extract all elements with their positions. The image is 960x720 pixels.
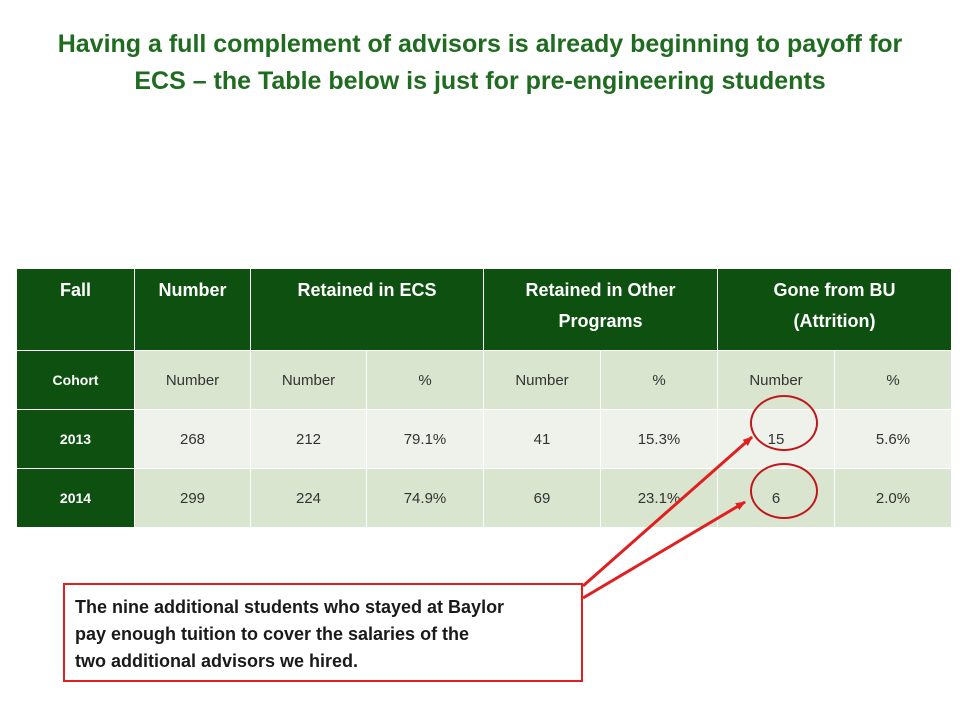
subheader-cell: Cohort [16, 350, 135, 410]
retention-table: Fall Number Retained in ECS Retained in … [16, 268, 953, 528]
table-cell: 69 [483, 468, 601, 528]
subheader-cell: Number [483, 350, 601, 410]
table-cell: 74.9% [366, 468, 484, 528]
table-row: 2013 268 212 79.1% 41 15.3% 15 5.6% [16, 409, 953, 469]
table-cell: 79.1% [366, 409, 484, 469]
callout-line-1: The nine additional students who stayed … [75, 597, 505, 617]
table-cell: 299 [134, 468, 251, 528]
table-header-row: Fall Number Retained in ECS Retained in … [16, 268, 953, 351]
header-number: Number [134, 268, 251, 351]
table-subheader-row: Cohort Number Number % Number % Number % [16, 350, 953, 410]
header-fall: Fall [16, 268, 135, 351]
highlight-circle-2014 [750, 463, 818, 519]
subheader-cell: % [366, 350, 484, 410]
table-cell: 268 [134, 409, 251, 469]
header-retained-other-line-1: Retained in Other [525, 280, 676, 300]
table-cell: 15.3% [600, 409, 718, 469]
subheader-cell: % [833, 350, 953, 410]
slide-title-line-2: ECS – the Table below is just for pre-en… [134, 67, 826, 95]
header-retained-other: Retained in Other Programs [483, 268, 718, 351]
highlight-circle-2013 [750, 395, 818, 451]
table-cell: 2.0% [833, 468, 953, 528]
slide-title-line-1: Having a full complement of advisors is … [57, 30, 903, 58]
subheader-cell: Number [134, 350, 251, 410]
header-retained-other-line-2: Programs [558, 311, 643, 331]
header-retained-ecs: Retained in ECS [250, 268, 484, 351]
table-cell: 41 [483, 409, 601, 469]
table-cell: 23.1% [600, 468, 718, 528]
header-gone-line-1: Gone from BU [773, 280, 896, 300]
header-gone-from-bu: Gone from BU (Attrition) [716, 268, 953, 351]
callout-line-3: two additional advisors we hired. [75, 651, 359, 671]
table-cell-year: 2014 [16, 468, 135, 528]
subheader-cell: Number [250, 350, 367, 410]
table-cell: 212 [250, 409, 367, 469]
header-gone-line-2: (Attrition) [793, 311, 876, 331]
slide-title: Having a full complement of advisors is … [0, 26, 960, 100]
arrow-to-2013 [582, 435, 753, 588]
table-cell: 5.6% [833, 409, 953, 469]
callout-box: The nine additional students who stayed … [63, 583, 583, 682]
table-cell-year: 2013 [16, 409, 135, 469]
table-cell: 224 [250, 468, 367, 528]
arrow-to-2014 [582, 500, 746, 600]
callout-line-2: pay enough tuition to cover the salaries… [75, 624, 470, 644]
